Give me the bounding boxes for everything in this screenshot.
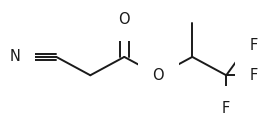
Text: N: N [10,49,20,64]
Text: O: O [118,12,130,27]
Text: F: F [249,68,258,83]
Text: F: F [222,101,230,116]
Text: O: O [152,68,164,83]
Text: F: F [249,38,258,53]
